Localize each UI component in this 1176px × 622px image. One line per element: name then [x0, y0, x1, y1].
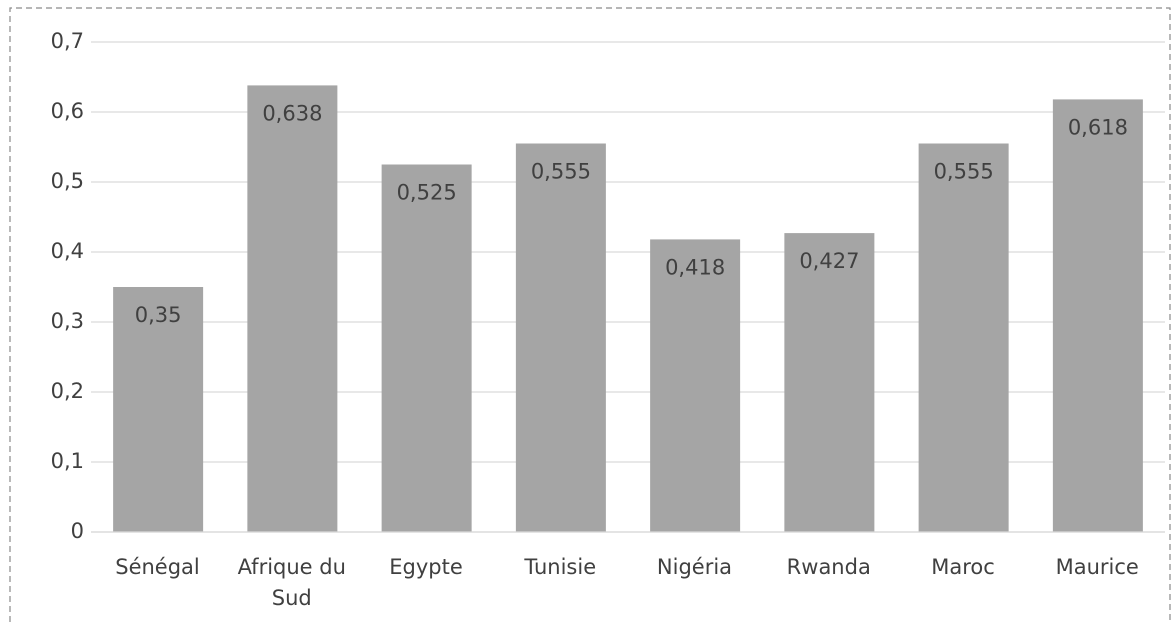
x-tick-label: Rwanda: [786, 555, 871, 579]
bar: [1052, 99, 1143, 533]
bar: [918, 143, 1009, 532]
bar: [247, 85, 338, 533]
y-tick-label: 0,3: [51, 309, 84, 333]
value-label: 0,525: [397, 181, 457, 205]
value-label: 0,427: [799, 249, 859, 273]
y-tick-label: 0,1: [51, 449, 84, 473]
y-tick-label: 0,7: [51, 29, 84, 53]
y-tick-label: 0,6: [51, 99, 84, 123]
x-tick-label: Egypte: [389, 555, 463, 579]
bar: [113, 287, 204, 532]
x-tick-label: Maroc: [931, 555, 995, 579]
x-tick-label: Maurice: [1055, 555, 1139, 579]
bar: [784, 233, 875, 532]
x-tick-label: Tunisie: [524, 555, 597, 579]
y-tick-label: 0: [71, 519, 84, 543]
value-label: 0,555: [934, 160, 994, 184]
bar: [515, 143, 606, 532]
x-tick-label: Sénégal: [115, 555, 200, 579]
value-label: 0,618: [1068, 115, 1128, 139]
y-tick-label: 0,5: [51, 169, 84, 193]
value-label: 0,638: [262, 101, 322, 125]
bar: [381, 164, 472, 532]
value-label: 0,555: [531, 160, 591, 184]
x-tick-label: Afrique du Sud: [237, 555, 346, 610]
x-tick-label: Nigéria: [656, 555, 733, 579]
value-label: 0,418: [665, 255, 725, 279]
frame: [9, 7, 1171, 622]
y-tick-label: 0,2: [51, 379, 84, 403]
value-label: 0,35: [135, 303, 182, 327]
y-tick-label: 0,4: [51, 239, 84, 263]
bar: [650, 239, 741, 532]
